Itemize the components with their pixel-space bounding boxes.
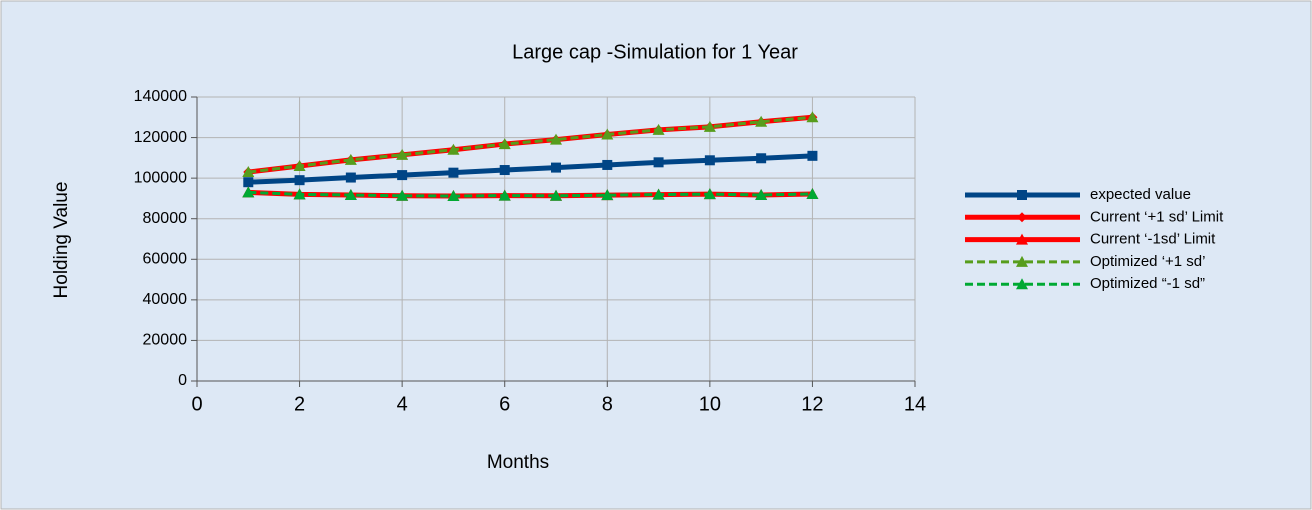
marker <box>704 155 715 166</box>
legend-label: Optimized “-1 sd” <box>1090 275 1205 292</box>
y-tick-label: 40000 <box>143 291 188 308</box>
marker <box>755 188 768 200</box>
marker <box>550 189 562 201</box>
series-line <box>248 190 813 198</box>
x-tick-label: 12 <box>801 393 823 415</box>
marker <box>396 189 409 201</box>
x-tick-label: 6 <box>499 393 510 415</box>
x-tick-label: 10 <box>699 393 721 415</box>
legend-label: Optimized ‘+1 sd’ <box>1090 253 1205 270</box>
y-tick-label: 20000 <box>143 332 188 349</box>
marker <box>344 188 357 200</box>
marker <box>242 186 255 198</box>
y-tick-label: 100000 <box>134 169 187 186</box>
marker <box>755 115 768 127</box>
marker <box>447 143 460 155</box>
marker <box>499 165 510 176</box>
legend-marker <box>1016 278 1028 290</box>
series-line <box>248 115 813 174</box>
marker <box>243 177 254 188</box>
marker <box>652 188 665 200</box>
marker <box>550 133 562 145</box>
marker <box>293 159 306 171</box>
marker <box>293 188 306 200</box>
x-tick-label: 4 <box>397 393 408 415</box>
legend-label: Current ‘-1sd’ Limit <box>1090 231 1216 248</box>
series-line <box>248 153 813 185</box>
x-tick-label: 14 <box>904 393 926 415</box>
marker <box>498 189 511 201</box>
legend-marker <box>1016 255 1028 267</box>
marker <box>551 162 561 173</box>
marker <box>498 138 511 150</box>
marker <box>294 175 305 186</box>
marker <box>601 128 614 140</box>
marker <box>806 187 819 199</box>
marker <box>703 188 716 200</box>
marker <box>344 153 357 165</box>
x-tick-label: 2 <box>294 393 305 415</box>
marker <box>807 150 818 161</box>
marker <box>397 170 408 181</box>
y-tick-label: 80000 <box>143 210 188 227</box>
y-tick-label: 140000 <box>134 88 187 105</box>
legend-label: expected value <box>1090 186 1191 203</box>
y-tick-label: 0 <box>178 372 187 389</box>
marker <box>345 172 356 183</box>
marker <box>756 153 767 164</box>
marker <box>602 159 613 170</box>
legend-marker <box>1017 212 1027 223</box>
y-axis-label: Holding Value <box>51 182 72 299</box>
marker <box>396 148 409 160</box>
marker <box>806 111 819 123</box>
chart-title: Large cap -Simulation for 1 Year <box>512 41 798 63</box>
marker <box>653 157 664 168</box>
y-tick-label: 60000 <box>143 251 188 268</box>
legend-marker <box>1016 233 1028 245</box>
marker <box>242 166 255 178</box>
y-tick-label: 120000 <box>134 129 187 146</box>
marker <box>447 189 460 201</box>
marker <box>601 189 614 201</box>
x-tick-label: 8 <box>602 393 613 415</box>
x-axis-label: Months <box>487 452 549 473</box>
legend-label: Current ‘+1 sd’ Limit <box>1090 208 1224 225</box>
marker <box>448 167 459 178</box>
marker <box>652 123 665 135</box>
x-tick-label: 0 <box>191 393 202 415</box>
legend-marker <box>1017 190 1027 200</box>
marker <box>703 120 716 132</box>
